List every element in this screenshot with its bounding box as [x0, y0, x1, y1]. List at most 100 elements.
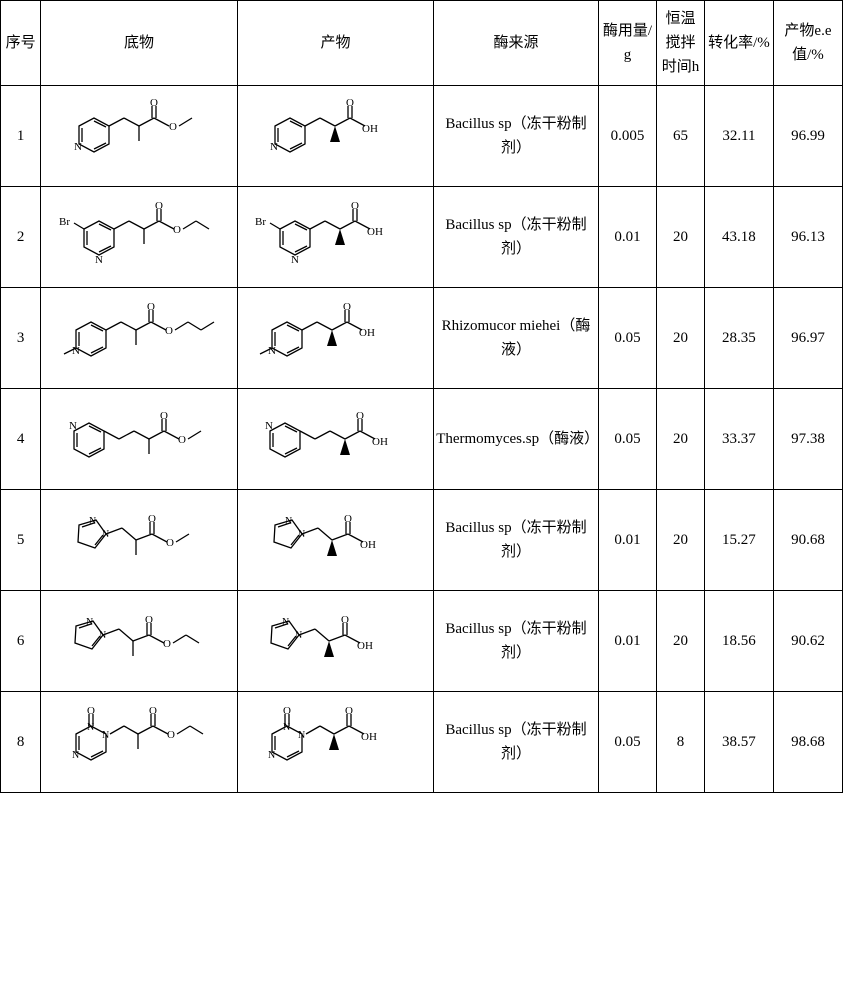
cell-conv: 15.27: [704, 490, 773, 591]
svg-text:O: O: [344, 513, 352, 525]
svg-text:O: O: [169, 121, 177, 133]
structure-icon: N N O N O: [240, 698, 431, 786]
data-table: 序号 底物 产物 酶来源 酶用量/g 恒温搅拌时间h 转化率/% 产物e.e值/…: [0, 0, 843, 793]
svg-text:O: O: [147, 301, 155, 313]
col-ee: 产物e.e值/%: [773, 1, 842, 86]
cell-ee: 98.68: [773, 692, 842, 793]
svg-text:N: N: [74, 141, 82, 153]
cell-ee: 97.38: [773, 389, 842, 490]
table-row: 4 N: [1, 389, 843, 490]
cell-substrate: N O O: [41, 389, 237, 490]
svg-text:N: N: [102, 529, 109, 540]
structure-icon: Br N O: [240, 193, 431, 281]
svg-text:N: N: [99, 630, 106, 641]
svg-text:O: O: [167, 729, 175, 741]
cell-conv: 43.18: [704, 187, 773, 288]
svg-text:N: N: [298, 730, 305, 741]
cell-substrate: Br N O: [41, 187, 237, 288]
svg-text:N: N: [268, 750, 275, 761]
cell-enzyme: Bacillus sp（冻干粉制剂）: [434, 490, 599, 591]
table-row: 5 N N: [1, 490, 843, 591]
cell-amount: 0.05: [598, 389, 656, 490]
cell-enzyme: Thermomyces.sp（酶液）: [434, 389, 599, 490]
table-row: 3 N: [1, 288, 843, 389]
col-enzyme: 酶来源: [434, 1, 599, 86]
cell-product: N O OH: [237, 86, 433, 187]
svg-text:N: N: [270, 141, 278, 153]
svg-text:N: N: [298, 529, 305, 540]
cell-ee: 96.97: [773, 288, 842, 389]
svg-text:O: O: [346, 97, 354, 109]
svg-text:O: O: [155, 200, 163, 212]
svg-text:O: O: [341, 614, 349, 626]
svg-text:O: O: [351, 200, 359, 212]
col-conversion: 转化率/%: [704, 1, 773, 86]
svg-text:OH: OH: [357, 640, 373, 652]
cell-amount: 0.01: [598, 187, 656, 288]
cell-product: N O OH: [237, 288, 433, 389]
cell-time: 8: [657, 692, 705, 793]
svg-text:OH: OH: [372, 436, 388, 448]
cell-idx: 3: [1, 288, 41, 389]
cell-ee: 96.13: [773, 187, 842, 288]
cell-conv: 32.11: [704, 86, 773, 187]
cell-idx: 1: [1, 86, 41, 187]
cell-time: 20: [657, 490, 705, 591]
svg-text:O: O: [356, 410, 364, 422]
structure-icon: N O OH: [240, 294, 431, 382]
cell-idx: 6: [1, 591, 41, 692]
svg-text:N: N: [72, 345, 80, 357]
table-row: 2 Br N: [1, 187, 843, 288]
cell-substrate: N O O: [41, 86, 237, 187]
cell-ee: 90.68: [773, 490, 842, 591]
cell-amount: 0.05: [598, 692, 656, 793]
cell-amount: 0.05: [598, 288, 656, 389]
svg-text:N: N: [69, 420, 77, 432]
structure-icon: N N O O: [43, 597, 234, 685]
cell-enzyme: Bacillus sp（冻干粉制剂）: [434, 591, 599, 692]
cell-amount: 0.01: [598, 591, 656, 692]
svg-text:O: O: [163, 638, 171, 650]
svg-text:O: O: [145, 614, 153, 626]
col-amount: 酶用量/g: [598, 1, 656, 86]
cell-product: Br N O: [237, 187, 433, 288]
svg-text:N: N: [291, 254, 299, 266]
svg-text:O: O: [149, 705, 157, 717]
cell-conv: 28.35: [704, 288, 773, 389]
cell-product: N N O OH: [237, 490, 433, 591]
svg-text:N: N: [295, 630, 302, 641]
cell-time: 20: [657, 187, 705, 288]
structure-icon: N N O N O: [43, 698, 234, 786]
svg-text:OH: OH: [360, 539, 376, 551]
cell-conv: 18.56: [704, 591, 773, 692]
cell-conv: 33.37: [704, 389, 773, 490]
col-substrate: 底物: [41, 1, 237, 86]
cell-enzyme: Bacillus sp（冻干粉制剂）: [434, 187, 599, 288]
svg-text:N: N: [95, 254, 103, 266]
svg-text:O: O: [150, 97, 158, 109]
table-row: 6 N N: [1, 591, 843, 692]
cell-substrate: N N O O: [41, 591, 237, 692]
svg-text:OH: OH: [359, 327, 375, 339]
cell-product: N N O N O: [237, 692, 433, 793]
svg-text:N: N: [265, 420, 273, 432]
svg-text:O: O: [165, 325, 173, 337]
structure-icon: N O OH: [240, 92, 431, 180]
svg-text:OH: OH: [362, 123, 378, 135]
svg-text:OH: OH: [367, 226, 383, 238]
cell-conv: 38.57: [704, 692, 773, 793]
structure-icon: N N O O: [43, 496, 234, 584]
svg-text:O: O: [345, 705, 353, 717]
structure-icon: N O O: [43, 294, 234, 382]
cell-idx: 5: [1, 490, 41, 591]
cell-time: 20: [657, 591, 705, 692]
table-body: 1 N: [1, 86, 843, 793]
svg-text:O: O: [166, 537, 174, 549]
svg-text:N: N: [282, 617, 289, 628]
table-row: 8 N N O N: [1, 692, 843, 793]
header-row: 序号 底物 产物 酶来源 酶用量/g 恒温搅拌时间h 转化率/% 产物e.e值/…: [1, 1, 843, 86]
svg-text:O: O: [87, 705, 95, 717]
structure-icon: N O OH: [240, 395, 431, 483]
cell-idx: 2: [1, 187, 41, 288]
col-product: 产物: [237, 1, 433, 86]
